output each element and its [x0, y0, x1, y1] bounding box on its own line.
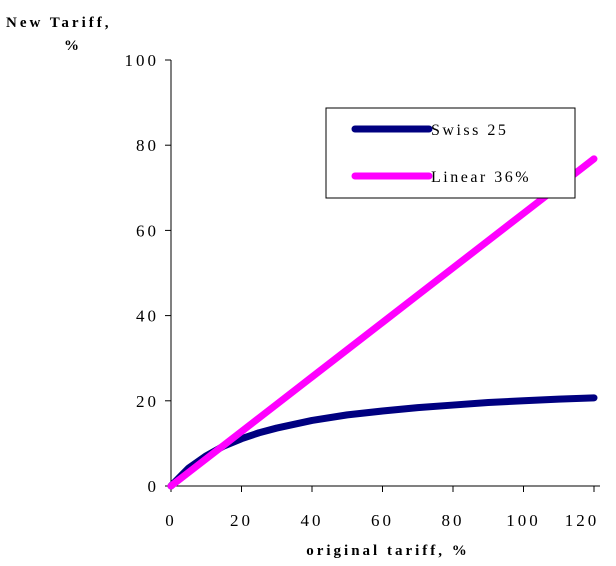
- x-ticks: 0 20 40 60 80 100 120: [165, 486, 600, 530]
- y-tick-label: 0: [148, 477, 160, 496]
- legend-box: [325, 107, 576, 199]
- x-tick-label: 40: [301, 511, 324, 530]
- series-line-linear: [167, 155, 598, 490]
- y-tick-label: 100: [125, 51, 160, 70]
- x-tick-label: 80: [442, 511, 465, 530]
- legend-label-swiss: Swiss 25: [431, 122, 508, 139]
- legend: Swiss 25 Linear 36%: [325, 107, 576, 199]
- x-tick-label: 20: [230, 511, 253, 530]
- y-tick-label: 80: [136, 136, 159, 155]
- y-tick-label: 60: [136, 221, 159, 240]
- y-ticks: 0 20 40 60 80 100: [125, 51, 171, 496]
- legend-label-linear: Linear 36%: [431, 169, 531, 186]
- x-axis-title: original tariff, %: [306, 543, 470, 559]
- x-tick-label: 60: [371, 511, 394, 530]
- x-tick-label: 120: [565, 511, 600, 530]
- y-axis-title: New Tariff,: [6, 15, 112, 31]
- series-line-swiss: [167, 394, 598, 490]
- x-tick-label: 100: [506, 511, 541, 530]
- y-tick-label: 40: [136, 307, 159, 326]
- series-layer: [167, 155, 598, 490]
- y-tick-label: 20: [136, 392, 159, 411]
- x-tick-label: 0: [165, 511, 177, 530]
- y-axis-title-unit: %: [64, 38, 82, 54]
